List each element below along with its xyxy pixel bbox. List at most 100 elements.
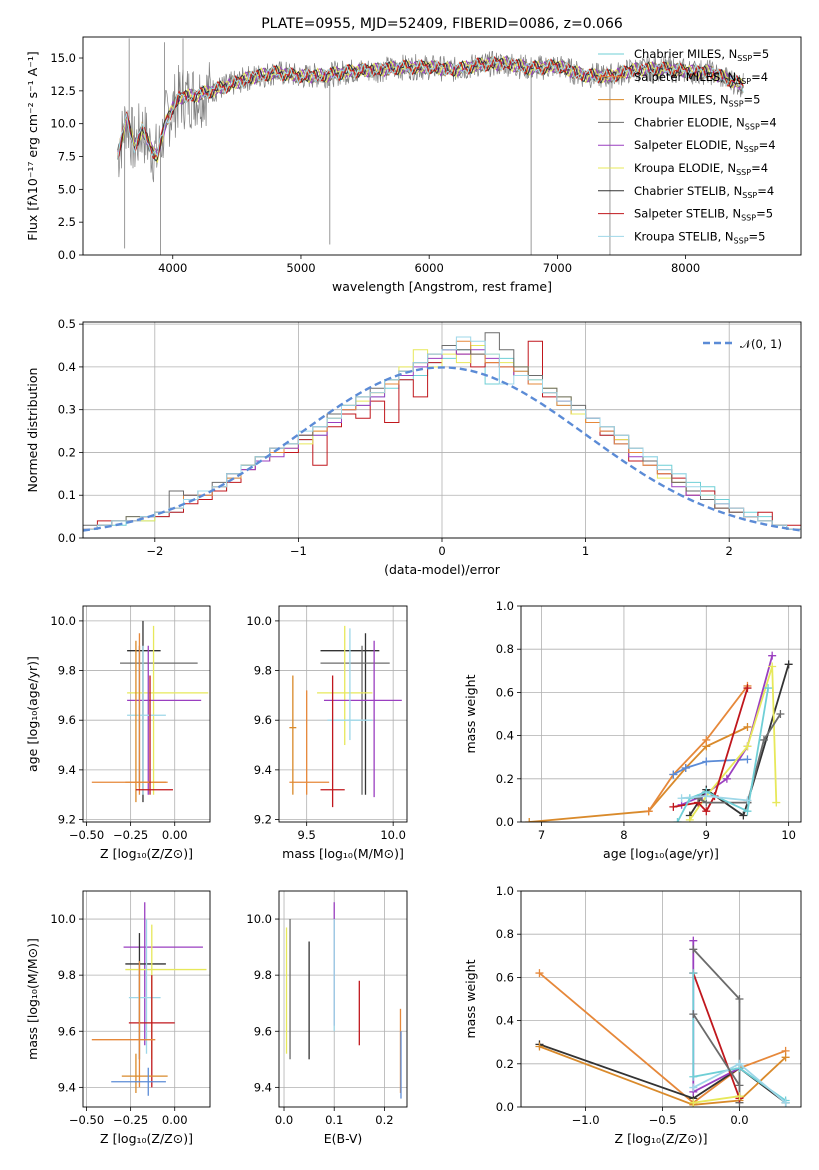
y-tick-label: 0.4: [496, 1014, 514, 1028]
y-tick-label: 9.2: [254, 813, 272, 827]
legend-entry: 𝒩(0, 1): [740, 337, 782, 351]
plus-marker: [689, 945, 698, 954]
chart-title: PLATE=0955, MJD=52409, FIBERID=0086, z=0…: [261, 16, 623, 32]
x-tick-label: 10.0: [380, 828, 406, 842]
legend-entry: Kroupa ELODIE, NSSP=4: [634, 161, 768, 177]
legend-entry: Chabrier ELODIE, NSSP=4: [634, 115, 777, 131]
x-axis-label: mass [log₁₀(M/M⊙)]: [282, 846, 404, 861]
plot-area: [289, 625, 402, 808]
y-tick-label: 9.8: [58, 664, 76, 678]
plot-area: [525, 651, 793, 822]
y-tick-label: 9.6: [58, 713, 76, 727]
axes-frame: [82, 321, 802, 539]
plus-marker: [764, 684, 773, 693]
x-axis-label: Z [log₁₀(Z/Z⊙)]: [100, 1131, 193, 1146]
normal-curve: [83, 366, 801, 532]
plus-marker: [535, 1042, 544, 1051]
x-axis-label: Z [log₁₀(Z/Z⊙)]: [615, 1131, 708, 1146]
y-tick-label: 9.8: [58, 968, 76, 982]
plus-marker: [702, 757, 711, 766]
panel-spectrum: 4000 5000 6000 7000 8000 0.0 2.5 5.0 7.5 10.0 12.5…: [25, 16, 802, 294]
x-axis-label: wavelength [Angstrom, rest frame]: [332, 279, 552, 294]
x-tick-label: 2: [726, 544, 733, 558]
y-tick-label: 0.6: [496, 685, 514, 699]
plus-marker: [689, 1010, 698, 1019]
y-tick-label: 9.4: [58, 763, 76, 777]
x-tick-label: −1.0: [572, 1113, 600, 1127]
legend-entry: Kroupa STELIB, NSSP=5: [634, 229, 765, 245]
plus-marker: [759, 735, 768, 744]
panel-age-vs-z: −0.50 −0.25 0.00 9.2 9.4 9.6 9.8 10.0 Z [log₁₀(Z…: [25, 605, 211, 861]
plus-marker: [702, 735, 711, 744]
x-tick-label: 0: [438, 544, 445, 558]
y-tick-label: 5.0: [58, 182, 76, 196]
y-tick-label: 0.8: [496, 927, 514, 941]
y-tick-label: 0.6: [496, 970, 514, 984]
plus-marker: [781, 1053, 790, 1062]
x-tick-label: 1: [582, 544, 589, 558]
x-tick-label: 0.0: [730, 1113, 748, 1127]
model-line-salpeter_elodie: [117, 56, 744, 157]
y-tick-label: 7.5: [58, 150, 76, 164]
legend-entry: Chabrier STELIB, NSSP=4: [634, 184, 774, 200]
panel-residuals: −2 −1 0 1 2 0.0 0.1 0.2 0.3 0.4 0.5 (data-model)/er…: [25, 317, 802, 577]
y-tick-label: 10.0: [50, 614, 76, 628]
y-tick-label: 9.6: [58, 1024, 76, 1038]
y-tick-label: 0.4: [58, 360, 76, 374]
y-axis-label: mass weight: [463, 674, 478, 753]
weight-line: [692, 972, 741, 1099]
plus-marker: [689, 936, 698, 945]
plus-marker: [644, 807, 653, 816]
axes-frame: [82, 890, 211, 1108]
plus-marker: [735, 1092, 744, 1101]
model-line-salpeter_stelib: [117, 56, 744, 160]
x-tick-label: −2: [146, 544, 163, 558]
y-tick-label: 10.0: [246, 912, 272, 926]
y-tick-label: 2.5: [58, 215, 76, 229]
plus-marker: [702, 807, 711, 816]
legend-entry: Chabrier MILES, NSSP=5: [634, 47, 769, 63]
axes-frame: [82, 605, 211, 823]
legend-entry: Salpeter MILES, NSSP=4: [634, 70, 768, 86]
plus-marker: [743, 755, 752, 764]
histogram-step: [83, 336, 801, 538]
x-tick-label: −0.50: [69, 828, 104, 842]
y-tick-label: 0.0: [58, 531, 76, 545]
y-tick-label: 0.4: [496, 729, 514, 743]
y-tick-label: 0.1: [58, 488, 76, 502]
panel-mass-vs-z: −0.50 −0.25 0.00 9.4 9.6 9.8 10.0 Z [log₁₀(Z/Z⊙…: [25, 890, 211, 1146]
weight-line: [672, 758, 748, 776]
plus-marker: [735, 1081, 744, 1090]
plus-marker: [689, 1072, 698, 1081]
y-tick-label: 9.4: [254, 763, 272, 777]
y-tick-label: 15.0: [50, 51, 76, 65]
x-tick-label: 0.1: [325, 1113, 343, 1127]
y-tick-label: 0.0: [496, 815, 514, 829]
legend-entry: Salpeter ELODIE, NSSP=4: [634, 138, 776, 154]
panel-weight-vs-z: −1.0 −0.5 0.0 0.0 0.2 0.4 0.6 0.8 1.0 Z [log₁₀(Z/…: [463, 884, 802, 1146]
x-tick-label: 8: [620, 828, 627, 842]
x-axis-label: E(B-V): [324, 1131, 363, 1146]
plus-marker: [735, 1059, 744, 1068]
y-tick-label: 10.0: [50, 117, 76, 131]
x-tick-label: −0.5: [649, 1113, 677, 1127]
x-tick-label: 7: [538, 828, 545, 842]
x-tick-label: 4000: [158, 261, 187, 275]
plus-marker: [525, 818, 534, 822]
y-tick-label: 12.5: [50, 84, 76, 98]
axes-frame: [82, 36, 802, 256]
plot-area: [91, 902, 207, 1096]
plus-marker: [743, 722, 752, 731]
y-tick-label: 9.6: [254, 1024, 272, 1038]
x-axis-label: Z [log₁₀(Z/Z⊙)]: [100, 846, 193, 861]
weight-line: [529, 726, 748, 822]
y-tick-label: 0.3: [58, 403, 76, 417]
y-tick-label: 0.2: [58, 445, 76, 459]
y-tick-label: 0.2: [496, 772, 514, 786]
plus-marker: [689, 1083, 698, 1092]
plus-marker: [735, 995, 744, 1003]
y-tick-label: 9.6: [254, 713, 272, 727]
x-tick-label: 0.00: [162, 828, 188, 842]
plot-area: [285, 902, 402, 1099]
